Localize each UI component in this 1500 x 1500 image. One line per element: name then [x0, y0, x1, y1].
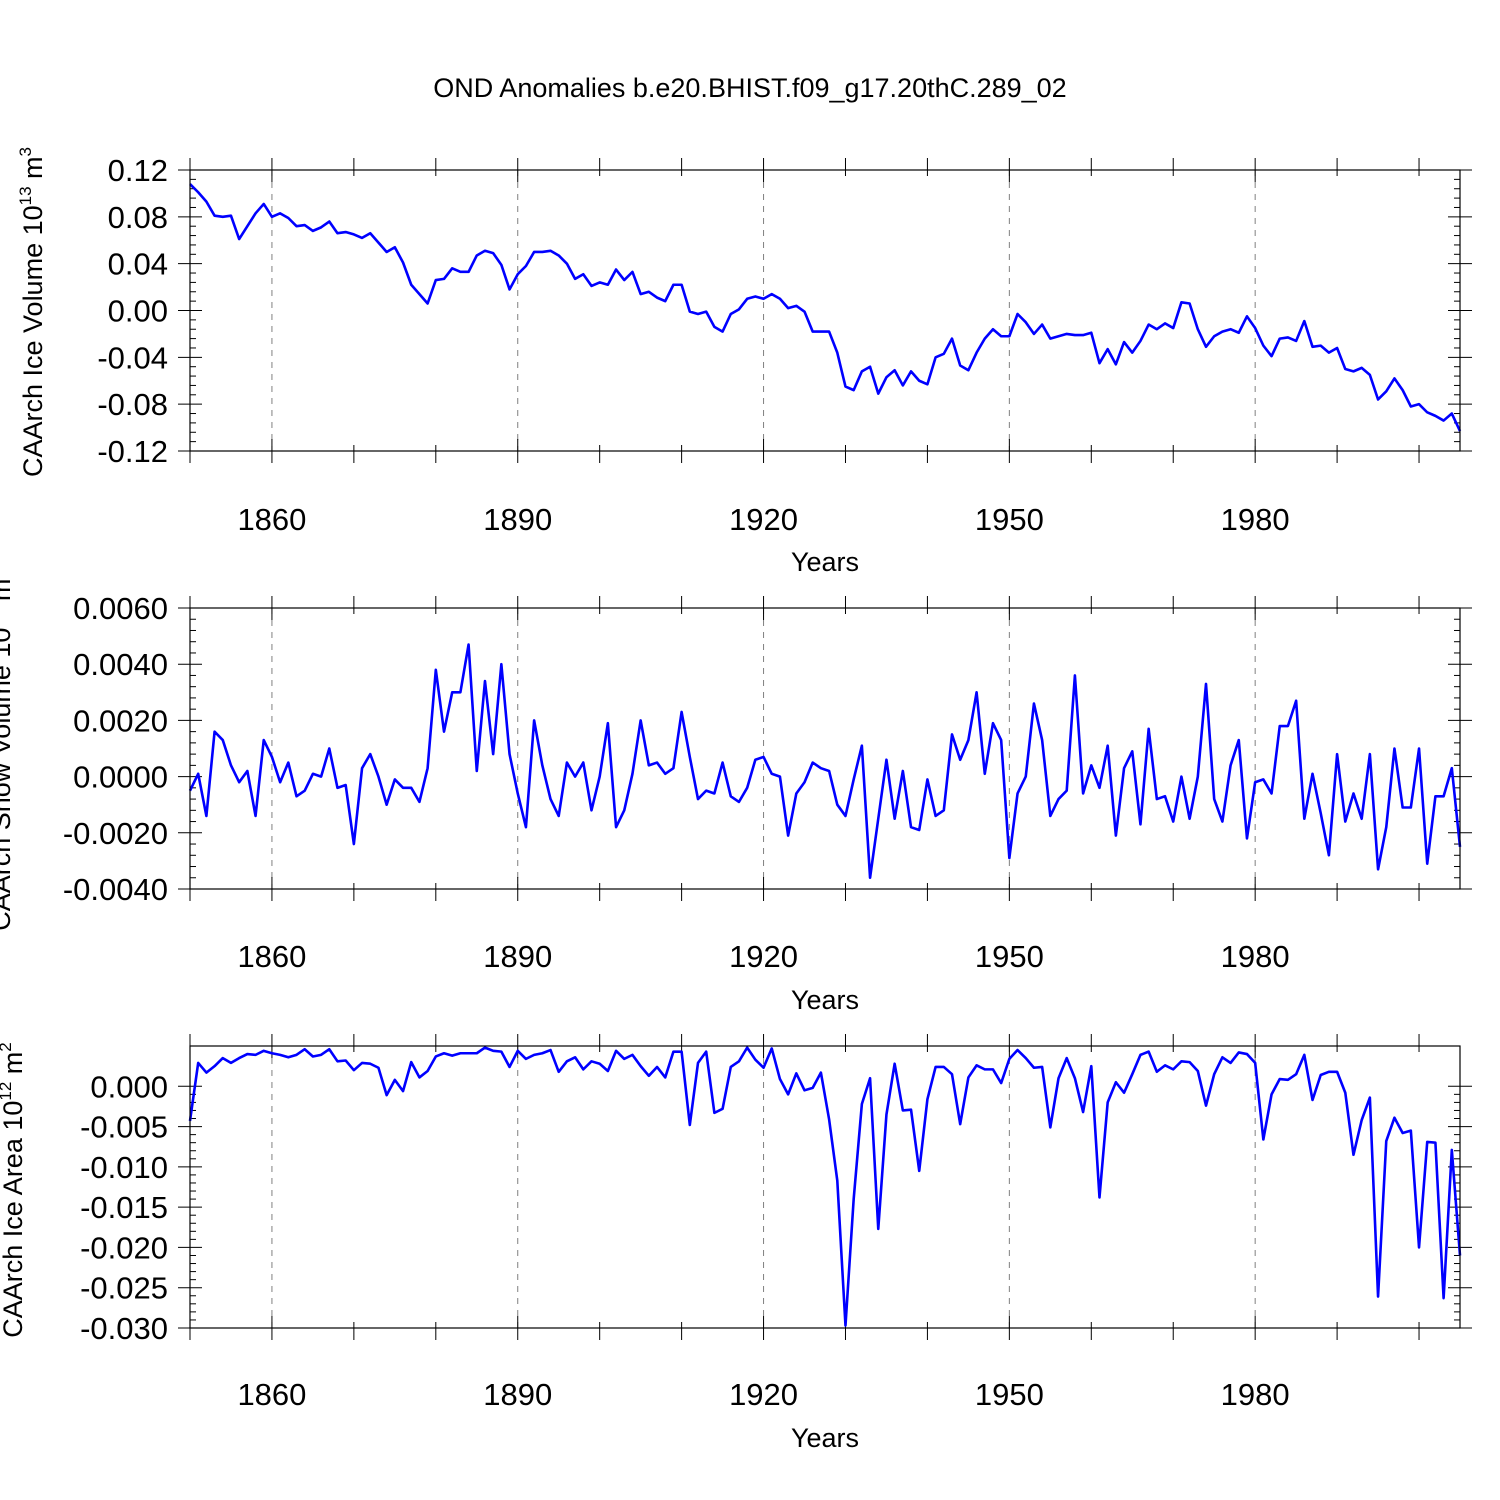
- x-tick-label: 1920: [729, 939, 798, 974]
- y-axis-label: CAArch Ice Area 1012 m2: [0, 1042, 28, 1338]
- x-tick-label: 1890: [483, 502, 552, 537]
- y-tick-label: 0.00: [108, 294, 168, 329]
- y-tick-label: 0.0020: [73, 703, 168, 738]
- plot-frame: [189, 607, 1461, 890]
- y-tick-label: 0.04: [108, 247, 168, 282]
- x-tick-label: 1890: [483, 1377, 552, 1412]
- x-tick-label: 1860: [237, 1377, 306, 1412]
- series-line: [189, 183, 1462, 432]
- x-tick-label: 1920: [729, 502, 798, 537]
- y-tick-label: 0.12: [108, 153, 168, 188]
- series-line: [188, 1046, 1462, 1327]
- snow-volume-panel: -0.0040 -0.0020 0.0000 0.0020 0.0040 0.0060 18…: [0, 569, 1472, 1015]
- x-tick-label: 1890: [483, 939, 552, 974]
- plot-frame: [189, 169, 1461, 452]
- y-tick-label: -0.030: [80, 1311, 168, 1346]
- x-tick-label: 1950: [975, 939, 1044, 974]
- y-tick-label: 0.0040: [73, 647, 168, 682]
- chart-title: OND Anomalies b.e20.BHIST.f09_g17.20thC.…: [433, 73, 1066, 103]
- y-tick-label: 0.0060: [73, 591, 168, 626]
- x-tick-label: 1950: [975, 502, 1044, 537]
- x-tick-label: 1980: [1221, 502, 1290, 537]
- ice-area-panel: -0.030 -0.025 -0.020 -0.015 -0.010 -0.005 0.00…: [0, 1034, 1472, 1453]
- x-tick-label: 1860: [237, 502, 306, 537]
- x-axis-label: Years: [791, 1423, 859, 1453]
- x-axis-label: Years: [791, 985, 859, 1015]
- y-tick-label: -0.04: [97, 340, 168, 375]
- y-tick-label: 0.000: [90, 1069, 168, 1104]
- y-tick-label: -0.020: [80, 1230, 168, 1265]
- y-tick-label: -0.0020: [63, 816, 168, 851]
- y-tick-label: -0.025: [80, 1271, 168, 1306]
- y-tick-label: 0.0000: [73, 760, 168, 795]
- ice-volume-panel: -0.12 -0.08 -0.04 0.00 0.04 0.08 0.12 1860 1890 1…: [16, 147, 1472, 577]
- x-tick-label: 1860: [237, 939, 306, 974]
- x-tick-label: 1920: [729, 1377, 798, 1412]
- x-axis-label: Years: [791, 547, 859, 577]
- y-axis-label: CAArch Snow Volume 1013 m3: [0, 569, 16, 931]
- y-tick-label: -0.015: [80, 1190, 168, 1225]
- y-tick-label: 0.08: [108, 200, 168, 235]
- x-tick-label: 1980: [1221, 939, 1290, 974]
- x-tick-label: 1950: [975, 1377, 1044, 1412]
- y-tick-label: -0.0040: [63, 872, 168, 907]
- series-line: [188, 643, 1462, 880]
- plot-frame: [189, 1045, 1461, 1329]
- y-tick-label: -0.005: [80, 1110, 168, 1145]
- y-tick-label: -0.08: [97, 387, 168, 422]
- y-axis-label: CAArch Ice Volume 1013 m3: [16, 147, 48, 477]
- y-tick-label: -0.010: [80, 1150, 168, 1185]
- y-tick-label: -0.12: [97, 434, 168, 469]
- x-tick-label: 1980: [1221, 1377, 1290, 1412]
